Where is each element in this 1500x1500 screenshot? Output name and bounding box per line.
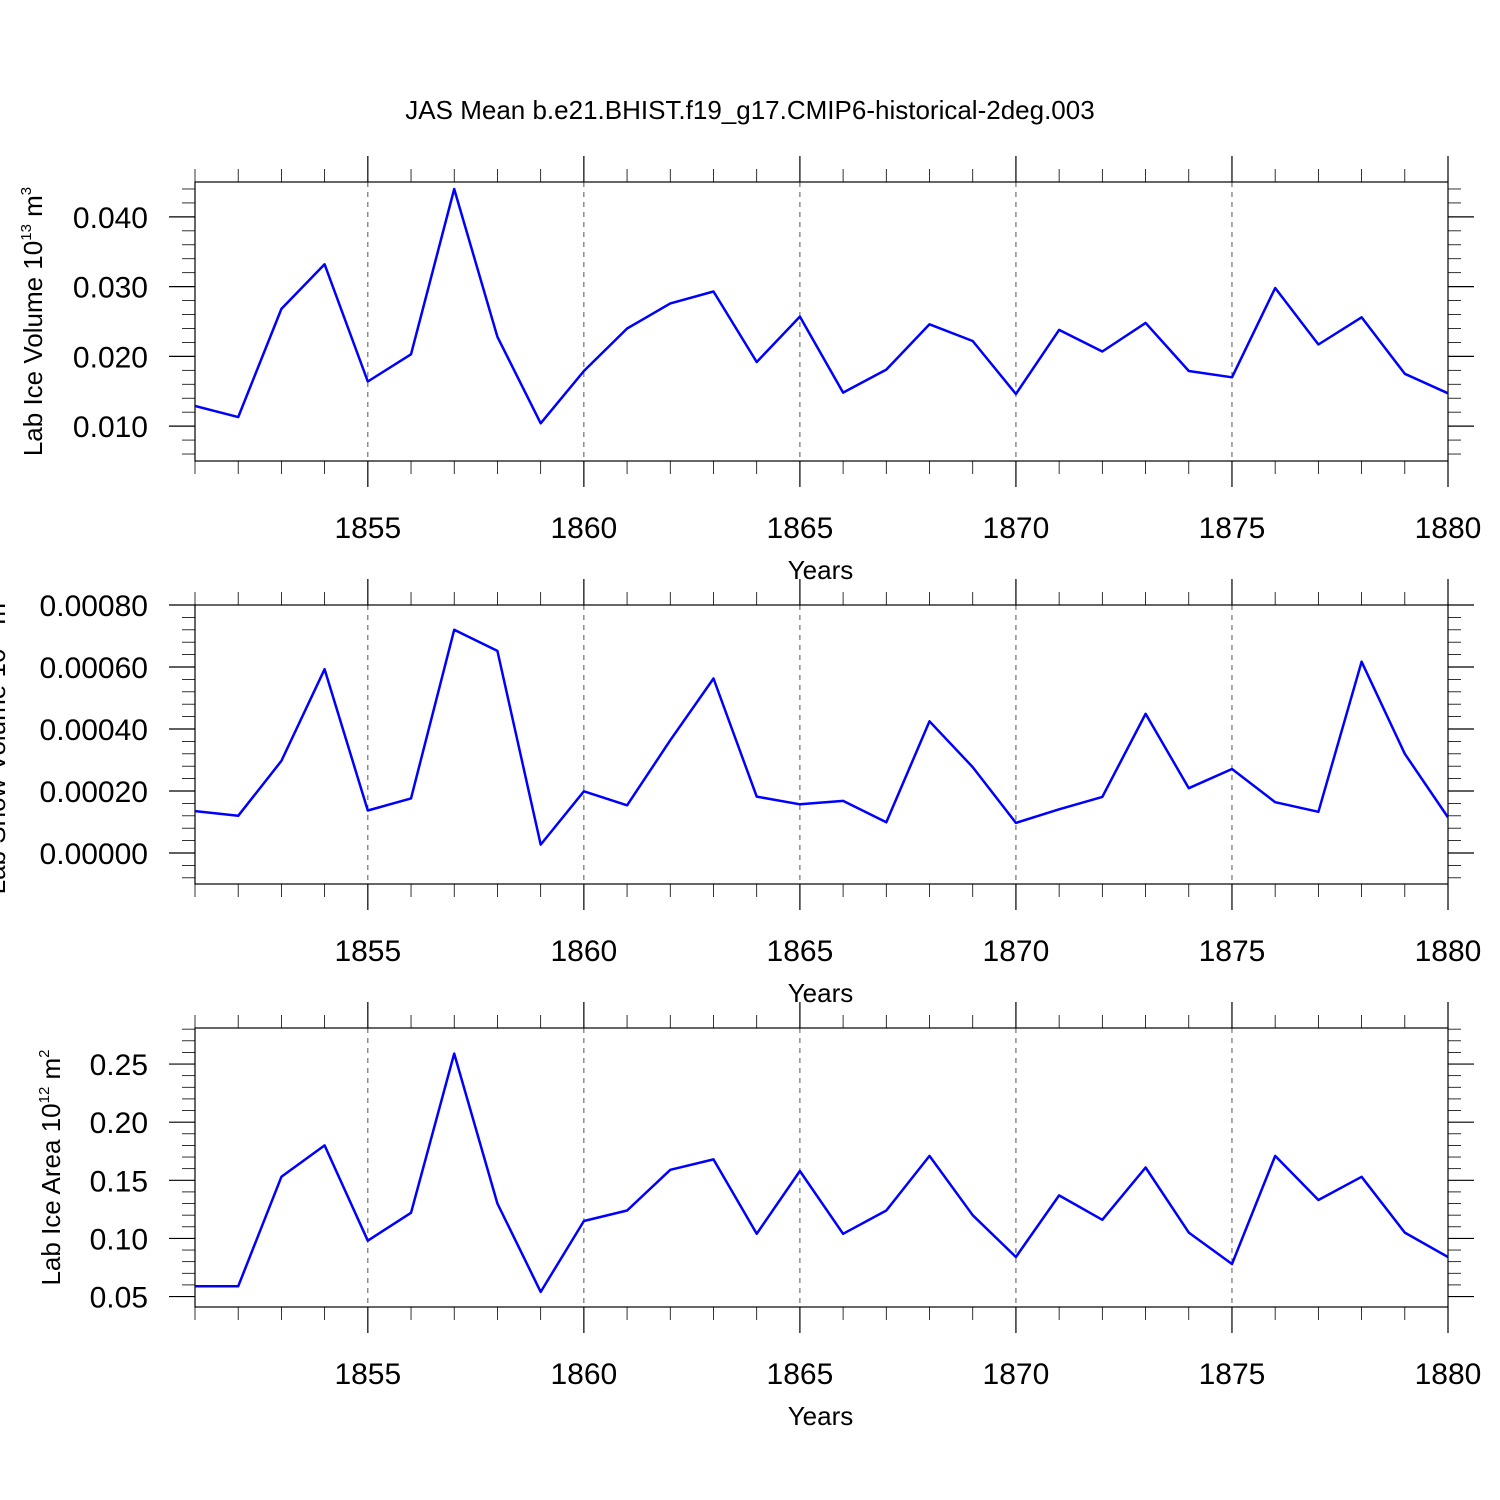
x-tick-label: 1880 (1415, 1358, 1482, 1391)
y-tick-label: 0.040 (73, 202, 148, 235)
x-tick-label: 1870 (983, 1358, 1050, 1391)
x-tick-label: 1860 (550, 512, 617, 545)
x-tick-label: 1870 (983, 512, 1050, 545)
x-tick-label: 1865 (767, 1358, 834, 1391)
panel-2: 1855 1860 1865 1870 1875 1880 Years 0.00000 0.00… (0, 579, 1481, 1008)
y-tick-label: 0.25 (90, 1049, 148, 1082)
x-tick-label: 1875 (1199, 512, 1266, 545)
y-tick-label: 0.00000 (40, 838, 148, 871)
y-tick-label: 0.10 (90, 1223, 148, 1256)
y-tick-label: 0.20 (90, 1107, 148, 1140)
x-axis-label: Years (788, 978, 854, 1008)
plot-frame (194, 181, 1449, 462)
x-tick-label: 1855 (334, 1358, 401, 1391)
x-tick-label: 1880 (1415, 512, 1482, 545)
x-axis-label: Years (788, 555, 854, 585)
x-tick-label: 1875 (1199, 1358, 1266, 1391)
y-tick-label: 0.030 (73, 272, 148, 305)
plot-frame (194, 1027, 1449, 1308)
series-line (195, 1052, 1448, 1294)
x-tick-label: 1865 (767, 935, 834, 968)
figure-title: JAS Mean b.e21.BHIST.f19_g17.CMIP6-histo… (405, 95, 1094, 125)
x-tick-label: 1870 (983, 935, 1050, 968)
x-tick-label: 1865 (767, 512, 834, 545)
series-line (195, 187, 1448, 425)
y-tick-label: 0.00020 (40, 776, 148, 809)
y-tick-label: 0.00040 (40, 714, 148, 747)
x-tick-label: 1860 (550, 935, 617, 968)
y-axis-label: Lab Ice Volume 1013 m3 (18, 187, 48, 456)
plot-frame (194, 604, 1449, 885)
y-axis-label: Lab Snow Volume 1013 m3 (0, 595, 11, 895)
y-axis-label: Lab Ice Area 1012 m2 (36, 1049, 66, 1285)
y-tick-label: 0.00080 (40, 590, 148, 623)
y-tick-label: 0.020 (73, 341, 148, 374)
panel-1: 1855 1860 1865 1870 1875 1880 Years 0.010 0.020 0… (18, 156, 1481, 585)
x-tick-label: 1875 (1199, 935, 1266, 968)
x-tick-label: 1880 (1415, 935, 1482, 968)
x-tick-label: 1855 (334, 935, 401, 968)
y-tick-label: 0.010 (73, 411, 148, 444)
x-tick-label: 1860 (550, 1358, 617, 1391)
panel-3: 1855 1860 1865 1870 1875 1880 Years 0.05 0.10 0.1… (36, 1002, 1481, 1431)
y-tick-label: 0.15 (90, 1165, 148, 1198)
x-axis-label: Years (788, 1401, 854, 1431)
y-tick-label: 0.00060 (40, 652, 148, 685)
x-tick-label: 1855 (334, 512, 401, 545)
y-tick-label: 0.05 (90, 1282, 148, 1315)
series-line (195, 628, 1448, 846)
